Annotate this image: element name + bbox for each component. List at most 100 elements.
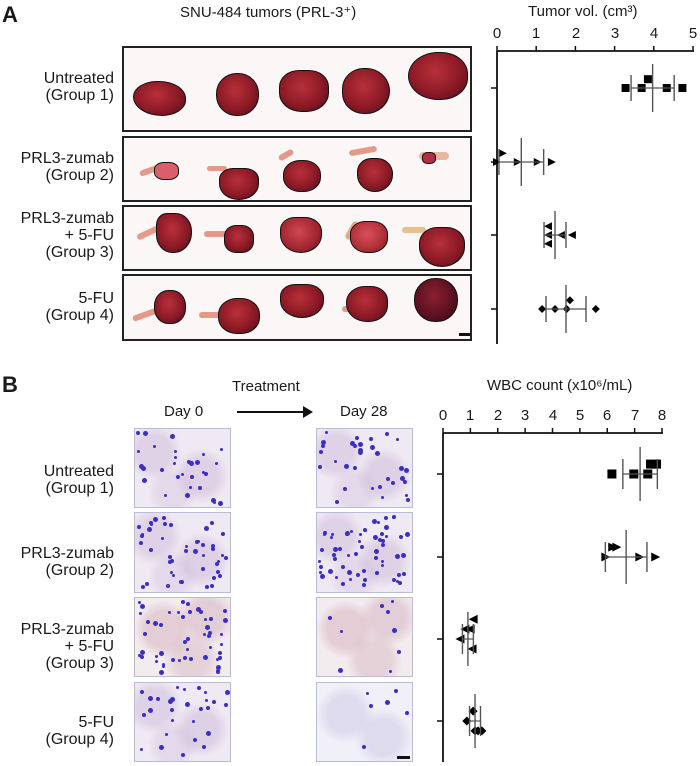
blood-cell <box>172 574 175 577</box>
blood-cell <box>181 600 185 604</box>
blood-cell <box>155 655 158 658</box>
blood-cell <box>206 706 210 710</box>
blood-cell <box>392 578 396 582</box>
blood-cell <box>137 450 140 453</box>
blood-cell <box>179 580 183 584</box>
blood-cell <box>374 549 379 554</box>
blood-cell <box>165 733 168 736</box>
blood-cell <box>349 578 352 581</box>
panel-a-label-group-3: PRL3-zumab + 5-FU (Group 3) <box>20 210 114 261</box>
panel-b-tick: 1 <box>465 407 475 424</box>
blood-cell <box>166 584 170 588</box>
tumor-photo-group-1 <box>122 46 472 132</box>
blood-cell <box>202 745 206 749</box>
blood-cell <box>396 580 399 583</box>
blood-cell <box>362 583 366 587</box>
tissue-stalk <box>199 312 227 318</box>
panel-a-tick: 3 <box>610 25 620 42</box>
panel-a-label-group-1: Untreated (Group 1) <box>43 70 114 104</box>
blood-cell <box>363 528 367 532</box>
blood-cell <box>142 713 146 717</box>
blood-cell <box>190 475 194 479</box>
tumor <box>279 70 329 112</box>
blood-cell <box>333 557 337 561</box>
blood-cell <box>373 535 378 540</box>
blood-cell <box>354 552 358 556</box>
blood-cell <box>138 601 141 604</box>
blood-cell <box>168 555 172 559</box>
blood-cell <box>377 521 380 524</box>
blood-cell <box>186 648 189 651</box>
blood-cell <box>319 571 322 574</box>
blood-cell <box>319 565 323 569</box>
blood-cell <box>193 549 198 554</box>
tumor <box>350 221 388 253</box>
blood-cell <box>141 466 146 471</box>
blood-cell <box>204 526 209 531</box>
blood-cell <box>372 519 377 524</box>
blood-cell <box>323 533 326 536</box>
blood-cell <box>347 570 352 575</box>
blood-cell <box>199 610 203 614</box>
blood-cell <box>205 585 209 589</box>
blood-cell <box>204 618 207 621</box>
blood-cell <box>394 689 398 693</box>
panel-b-tick: 0 <box>438 407 448 424</box>
tumor <box>224 225 254 253</box>
blood-cell <box>193 738 197 742</box>
tumor <box>419 227 465 267</box>
blood-cell <box>400 476 405 481</box>
blood-cell <box>401 553 406 558</box>
scale-bar <box>459 333 470 336</box>
blood-cell <box>384 516 388 520</box>
blood-cell <box>362 745 366 749</box>
blood-cell <box>362 569 366 573</box>
panel-a-label-group-2: PRL3-zumab (Group 2) <box>20 150 114 184</box>
blood-cell <box>399 466 404 471</box>
panel-b-tick: 8 <box>657 407 667 424</box>
blood-cell <box>212 576 216 580</box>
blood-cell <box>209 617 213 621</box>
panel-a-letter: A <box>2 2 18 27</box>
treatment-arrow <box>237 411 309 413</box>
panel-b-label-group-1: Untreated (Group 1) <box>43 463 114 497</box>
blood-cell <box>218 651 222 655</box>
blood-cell <box>318 465 322 469</box>
blood-cell <box>140 748 143 751</box>
panel-a-tick: 0 <box>492 25 502 42</box>
blood-cell <box>345 531 350 536</box>
blood-cell <box>325 431 328 434</box>
blood-cell <box>140 655 144 659</box>
blood-cell <box>202 453 205 456</box>
blood-cell <box>218 574 222 578</box>
panel-b-tick: 3 <box>520 407 530 424</box>
tumor <box>408 52 468 100</box>
blood-cell <box>331 533 334 536</box>
scale-bar <box>397 756 410 759</box>
blood-cell <box>137 525 141 529</box>
blood-cell <box>386 477 390 481</box>
panel-b-tick: 6 <box>602 407 612 424</box>
blood-cell <box>216 665 221 670</box>
blood-cell <box>149 521 153 525</box>
blood-cell <box>173 462 176 465</box>
blood-cell <box>176 475 180 479</box>
day-0-label: Day 0 <box>164 403 204 420</box>
blood-cell <box>221 532 225 536</box>
tumor <box>133 81 186 116</box>
blood-cell <box>204 472 208 476</box>
blood-cell <box>185 545 188 548</box>
blood-cell <box>181 473 184 476</box>
blood-cell <box>369 704 373 708</box>
wbc-count-plot <box>437 428 663 762</box>
tumor-photo-group-4 <box>122 274 472 341</box>
blood-cell <box>378 538 382 542</box>
blood-cell <box>398 581 402 585</box>
blood-cell <box>178 659 181 662</box>
blood-cell <box>146 620 150 624</box>
blood-cell <box>153 445 156 448</box>
blood-cell <box>320 548 324 552</box>
blood-cell <box>177 611 180 614</box>
blood-cell <box>185 493 190 498</box>
blood-cell <box>183 656 187 660</box>
